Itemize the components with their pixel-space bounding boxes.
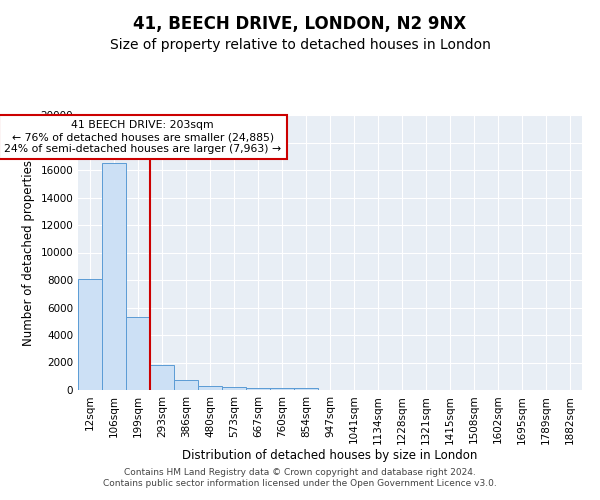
Bar (246, 388, 270, 390)
Bar (78, 278, 102, 390)
Text: 41 BEECH DRIVE: 203sqm
← 76% of detached houses are smaller (24,885)
24% of semi: 41 BEECH DRIVE: 203sqm ← 76% of detached… (4, 120, 281, 154)
Bar (126, 317, 150, 390)
Text: 41, BEECH DRIVE, LONDON, N2 9NX: 41, BEECH DRIVE, LONDON, N2 9NX (133, 15, 467, 33)
Bar (270, 388, 294, 390)
X-axis label: Distribution of detached houses by size in London: Distribution of detached houses by size … (182, 449, 478, 462)
Text: Size of property relative to detached houses in London: Size of property relative to detached ho… (110, 38, 490, 52)
Text: Contains HM Land Registry data © Crown copyright and database right 2024.
Contai: Contains HM Land Registry data © Crown c… (103, 468, 497, 487)
Bar (150, 364, 174, 390)
Bar (174, 380, 198, 390)
Y-axis label: Number of detached properties: Number of detached properties (22, 160, 35, 346)
Bar (102, 163, 126, 390)
Bar (294, 388, 318, 390)
Bar (198, 386, 222, 390)
Bar (222, 387, 246, 390)
